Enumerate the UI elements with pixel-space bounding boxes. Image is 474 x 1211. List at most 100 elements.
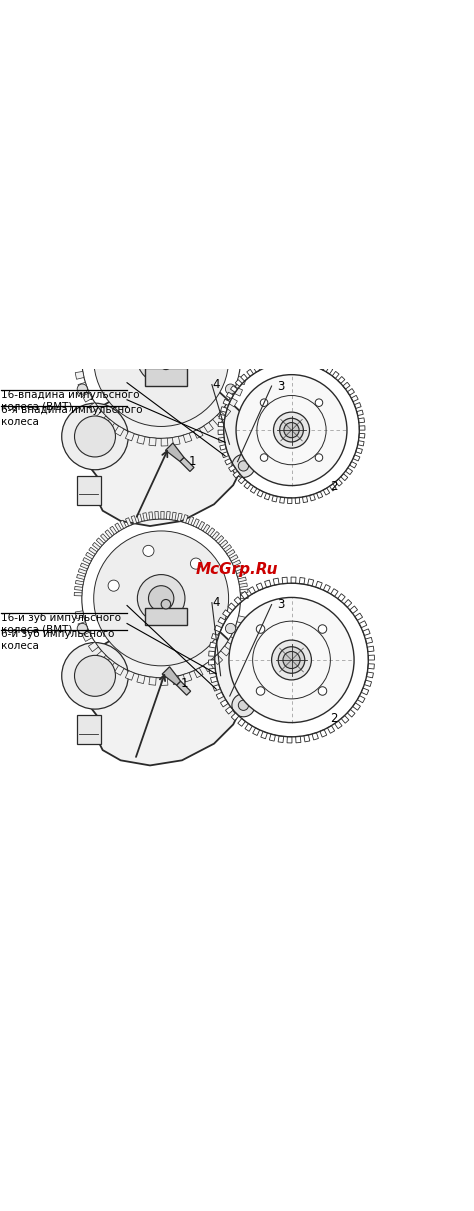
FancyBboxPatch shape: [77, 714, 100, 744]
Polygon shape: [172, 512, 176, 521]
Polygon shape: [312, 733, 319, 740]
Polygon shape: [238, 477, 245, 483]
Polygon shape: [188, 277, 194, 286]
Polygon shape: [359, 426, 365, 430]
Polygon shape: [75, 610, 84, 619]
Polygon shape: [350, 606, 357, 614]
Polygon shape: [323, 488, 330, 495]
Polygon shape: [75, 342, 83, 345]
Polygon shape: [357, 695, 365, 702]
Polygon shape: [165, 443, 184, 461]
Polygon shape: [264, 580, 271, 587]
Polygon shape: [198, 522, 205, 529]
Polygon shape: [365, 637, 373, 643]
Text: 1: 1: [181, 677, 189, 690]
Polygon shape: [261, 731, 267, 739]
Polygon shape: [235, 566, 243, 572]
Polygon shape: [224, 305, 232, 312]
Polygon shape: [306, 358, 311, 365]
Polygon shape: [115, 665, 124, 676]
Polygon shape: [219, 437, 225, 442]
Polygon shape: [367, 647, 374, 652]
Polygon shape: [317, 492, 323, 499]
Polygon shape: [89, 308, 97, 315]
Polygon shape: [358, 441, 364, 446]
Polygon shape: [177, 681, 191, 695]
Text: 4: 4: [213, 596, 220, 609]
Polygon shape: [219, 414, 225, 419]
Polygon shape: [100, 294, 108, 302]
Polygon shape: [291, 357, 295, 362]
Polygon shape: [211, 633, 219, 639]
Circle shape: [283, 652, 300, 668]
Polygon shape: [232, 321, 241, 327]
Polygon shape: [216, 693, 224, 699]
Polygon shape: [359, 621, 367, 627]
Polygon shape: [193, 280, 199, 288]
Polygon shape: [230, 315, 238, 322]
Circle shape: [318, 687, 327, 695]
FancyBboxPatch shape: [145, 608, 187, 625]
Polygon shape: [77, 574, 85, 579]
Polygon shape: [204, 662, 213, 672]
Polygon shape: [240, 595, 248, 598]
Polygon shape: [338, 377, 345, 384]
Polygon shape: [228, 397, 237, 407]
Polygon shape: [75, 580, 83, 585]
Polygon shape: [356, 448, 363, 454]
Polygon shape: [166, 511, 170, 520]
Polygon shape: [355, 402, 361, 408]
Polygon shape: [80, 377, 248, 526]
Polygon shape: [155, 511, 158, 520]
Circle shape: [74, 655, 116, 696]
FancyBboxPatch shape: [145, 368, 187, 386]
Polygon shape: [213, 654, 223, 665]
Circle shape: [315, 454, 323, 461]
Polygon shape: [237, 377, 246, 385]
Circle shape: [62, 643, 128, 710]
Text: 16-впадина импульсного
колеса (ВМТ): 16-впадина импульсного колеса (ВМТ): [1, 390, 140, 412]
Polygon shape: [241, 591, 248, 599]
Polygon shape: [291, 578, 296, 584]
Circle shape: [94, 530, 228, 666]
Polygon shape: [96, 538, 104, 545]
Polygon shape: [220, 444, 226, 450]
Text: 3: 3: [277, 598, 285, 612]
Circle shape: [236, 374, 347, 486]
Polygon shape: [226, 706, 233, 714]
Polygon shape: [223, 610, 230, 618]
Polygon shape: [100, 534, 108, 541]
Polygon shape: [125, 671, 134, 681]
Polygon shape: [173, 676, 180, 684]
Polygon shape: [161, 438, 168, 446]
Polygon shape: [120, 281, 127, 289]
Polygon shape: [238, 338, 246, 343]
Polygon shape: [193, 518, 199, 527]
Polygon shape: [319, 363, 326, 371]
Polygon shape: [256, 582, 263, 591]
Polygon shape: [83, 318, 91, 325]
Polygon shape: [283, 357, 288, 363]
Polygon shape: [233, 471, 240, 478]
Polygon shape: [237, 615, 246, 624]
Polygon shape: [161, 272, 164, 280]
Polygon shape: [341, 474, 348, 481]
Polygon shape: [296, 736, 301, 742]
Text: 1: 1: [188, 455, 196, 469]
Circle shape: [226, 624, 236, 633]
Polygon shape: [273, 578, 279, 585]
Text: 4: 4: [213, 378, 220, 391]
Polygon shape: [347, 389, 355, 395]
Polygon shape: [320, 729, 327, 737]
Polygon shape: [238, 578, 246, 582]
Polygon shape: [347, 710, 355, 717]
Polygon shape: [83, 557, 91, 564]
Polygon shape: [74, 592, 82, 596]
Text: 16-й зуб импульсного
колеса (ВМТ): 16-й зуб импульсного колеса (ВМТ): [1, 613, 121, 635]
Polygon shape: [235, 379, 242, 386]
Polygon shape: [210, 677, 218, 683]
Polygon shape: [149, 512, 153, 520]
Polygon shape: [231, 713, 239, 721]
Polygon shape: [105, 529, 112, 538]
Text: McGrp.Ru: McGrp.Ru: [196, 562, 278, 576]
